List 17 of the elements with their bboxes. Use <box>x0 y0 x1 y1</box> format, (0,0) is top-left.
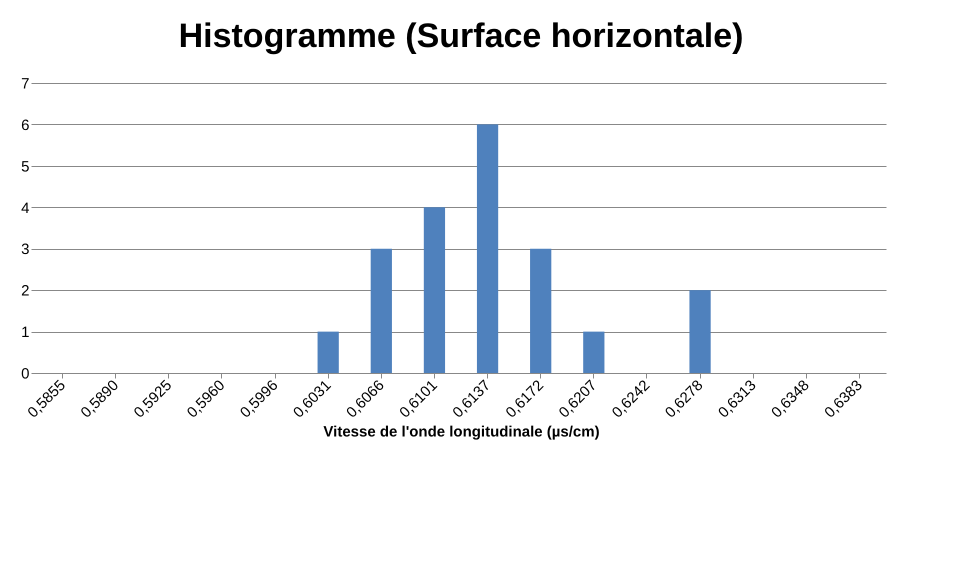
y-tick-label: 2 <box>21 282 30 300</box>
y-tick-label: 5 <box>21 158 30 176</box>
bar <box>370 248 392 373</box>
bar <box>424 207 446 373</box>
y-tick-label: 6 <box>21 116 30 134</box>
bar <box>530 248 552 373</box>
y-tick-label: 1 <box>21 324 30 342</box>
bar <box>318 332 339 373</box>
bar <box>583 332 604 373</box>
y-tick-label: 3 <box>21 241 30 258</box>
y-tick-label: 7 <box>21 76 30 92</box>
y-tick-label: 4 <box>21 200 30 217</box>
bar <box>689 290 711 373</box>
y-tick-label: 0 <box>21 366 30 382</box>
x-axis-title: Vitesse de l'onde longitudinale (µs/cm) <box>323 424 600 441</box>
bar <box>476 124 498 373</box>
chart-title: Histogramme (Surface horizontale) <box>178 17 744 55</box>
